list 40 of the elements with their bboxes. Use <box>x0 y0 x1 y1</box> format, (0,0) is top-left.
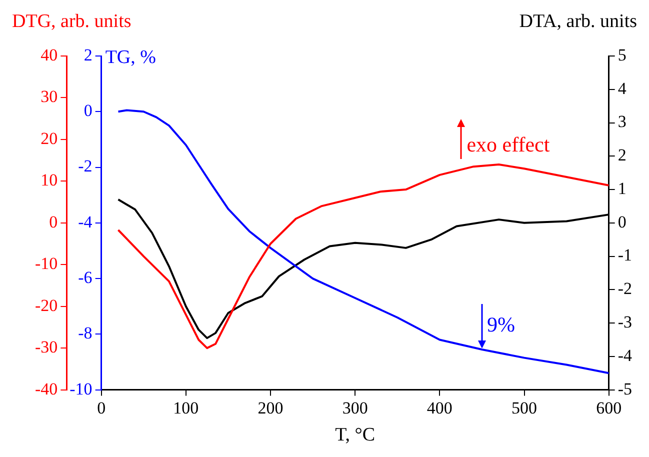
y2-tick-label: 1 <box>618 178 626 198</box>
x-tick-label: 0 <box>97 398 106 418</box>
y3-tick-label: -30 <box>34 338 58 357</box>
annotation: exo effect <box>466 132 550 157</box>
y2-tick-label: 3 <box>618 112 626 132</box>
y3-axis-title: DTG, arb. units <box>12 10 132 32</box>
y-tick-label: -8 <box>78 324 92 343</box>
y-tick-label: -10 <box>70 379 92 398</box>
x-tick-label: 500 <box>512 398 538 418</box>
y2-tick-label: 0 <box>618 212 626 232</box>
y2-tick-label: 2 <box>618 146 626 165</box>
y3-tick-label: 10 <box>40 170 58 190</box>
x-tick-label: 400 <box>426 398 452 418</box>
y2-tick-label: -5 <box>618 379 632 398</box>
y2-tick-label: -2 <box>618 279 632 298</box>
y2-axis-title: DTA, arb. units <box>519 10 637 32</box>
x-tick-label: 300 <box>342 398 368 418</box>
y3-tick-label: -40 <box>34 379 58 398</box>
y3-tick-label: 40 <box>40 45 58 64</box>
y2-tick-label: -4 <box>618 346 632 365</box>
y2-tick-label: 5 <box>618 45 626 64</box>
y3-tick-label: -10 <box>34 254 58 274</box>
y-tick-label: 2 <box>84 45 92 64</box>
y-tick-label: -6 <box>78 268 92 287</box>
x-tick-label: 600 <box>596 398 622 418</box>
y2-tick-label: 4 <box>618 78 627 98</box>
y-tick-label: 0 <box>84 101 92 120</box>
x-axis-title: T, °C <box>335 424 376 446</box>
y3-tick-label: 30 <box>40 87 58 106</box>
x-tick-label: 100 <box>173 398 199 418</box>
y-tick-label: -2 <box>78 156 92 176</box>
y2-tick-label: -1 <box>618 246 632 265</box>
x-tick-label: 200 <box>258 398 284 418</box>
annotation: 9% <box>487 312 516 336</box>
y2-tick-label: -3 <box>618 312 632 332</box>
y3-tick-label: -20 <box>34 296 58 315</box>
y-axis-title: TG, % <box>105 46 156 68</box>
y3-tick-label: 20 <box>40 128 58 148</box>
y3-tick-label: 0 <box>49 212 58 232</box>
y-tick-label: -4 <box>78 212 93 232</box>
